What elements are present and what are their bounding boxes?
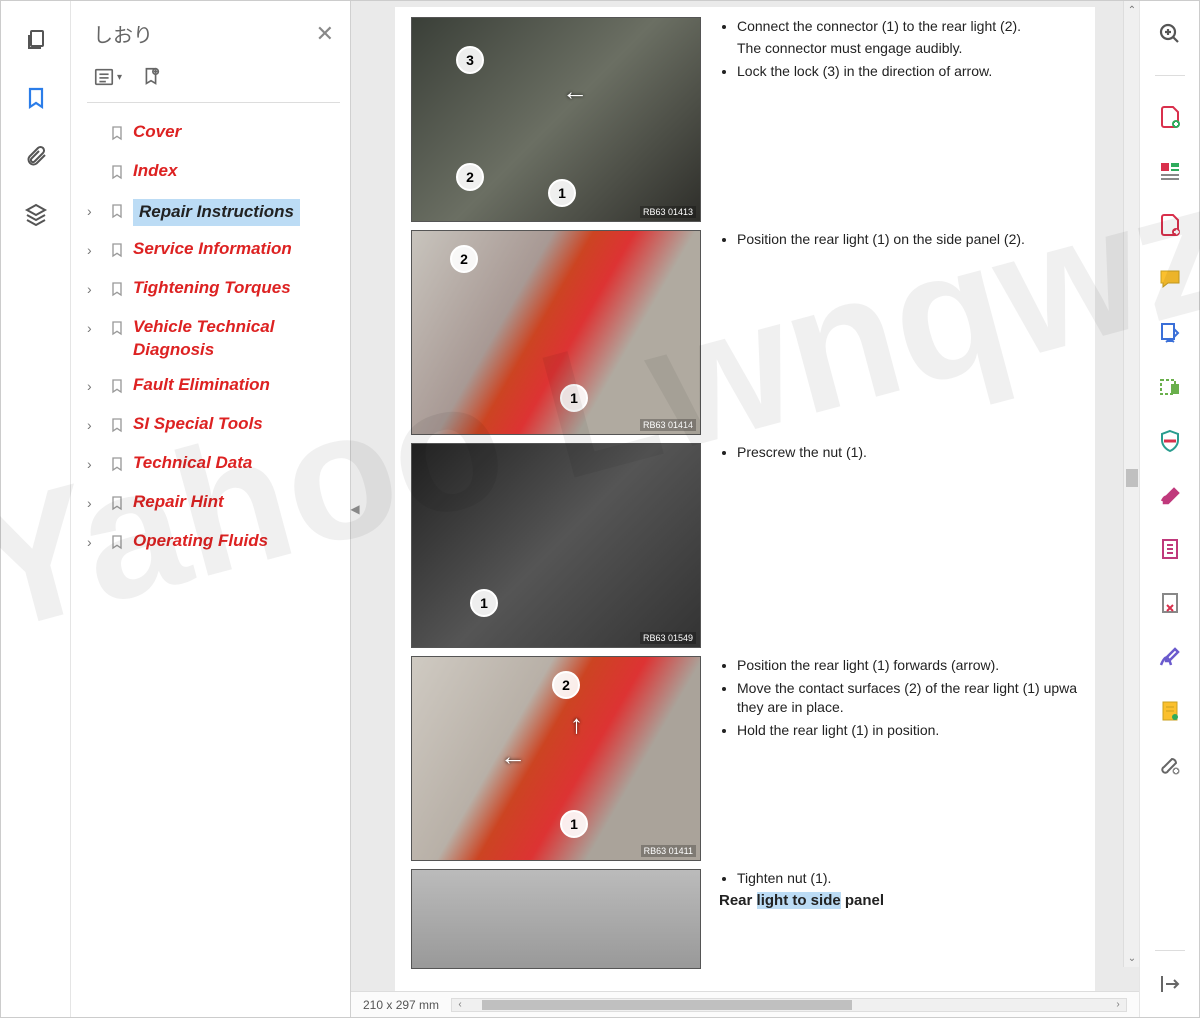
bookmark-list: ›Cover›Index›Repair Instructions›Service… bbox=[87, 115, 340, 563]
step-bullet: Prescrew the nut (1). bbox=[737, 443, 1079, 462]
bookmark-item[interactable]: › Technical Data bbox=[87, 446, 340, 485]
combine-icon[interactable] bbox=[1157, 158, 1183, 184]
expand-chevron-icon[interactable]: › bbox=[87, 530, 101, 550]
bookmark-icon bbox=[109, 530, 125, 557]
bookmark-item[interactable]: › Repair Hint bbox=[87, 485, 340, 524]
table-title: Rear light to side panel bbox=[719, 892, 1079, 909]
add-bookmark-button[interactable] bbox=[140, 66, 162, 88]
bookmark-icon bbox=[109, 413, 125, 440]
organize-icon[interactable] bbox=[1157, 320, 1183, 346]
document-page: 3 2 1 ← RB63 01413 Connect the connector… bbox=[395, 7, 1095, 991]
bookmarks-panel: しおり ✕ ▾ ›Cover›Index›Repair Instructions… bbox=[71, 1, 351, 1017]
vertical-scrollbar[interactable]: ⌃ ⌄ bbox=[1123, 1, 1139, 967]
step-image-5 bbox=[411, 869, 701, 969]
step-bullet: Lock the lock (3) in the direction of ar… bbox=[737, 62, 1079, 81]
export-pdf-icon[interactable] bbox=[1157, 212, 1183, 238]
comment-icon[interactable] bbox=[1157, 266, 1183, 292]
sign-icon[interactable] bbox=[1157, 644, 1183, 670]
right-tool-rail bbox=[1139, 1, 1199, 1017]
expand-chevron-icon[interactable]: › bbox=[87, 491, 101, 511]
step-image-3: 1 RB63 01549 bbox=[411, 443, 701, 648]
bookmark-icon bbox=[109, 160, 125, 187]
bookmark-item[interactable]: › Service Information bbox=[87, 232, 340, 271]
bookmark-label: SI Special Tools bbox=[133, 413, 263, 436]
bookmark-item[interactable]: › SI Special Tools bbox=[87, 407, 340, 446]
step-image-4: 2 1 ← ↑ RB63 01411 bbox=[411, 656, 701, 861]
page-size-label: 210 x 297 mm bbox=[363, 998, 439, 1012]
bookmark-label: Cover bbox=[133, 121, 181, 144]
panel-title: しおり bbox=[93, 19, 153, 48]
bookmarks-icon[interactable] bbox=[22, 84, 50, 112]
fill-sign-icon[interactable] bbox=[1157, 482, 1183, 508]
bookmark-item[interactable]: › Tightening Torques bbox=[87, 271, 340, 310]
delete-pages-icon[interactable] bbox=[1157, 590, 1183, 616]
pages-icon[interactable] bbox=[22, 26, 50, 54]
bookmark-item[interactable]: › Vehicle Technical Diagnosis bbox=[87, 310, 340, 368]
step-image-1: 3 2 1 ← RB63 01413 bbox=[411, 17, 701, 222]
bookmark-label: Repair Hint bbox=[133, 491, 224, 514]
bookmark-icon bbox=[109, 491, 125, 518]
image-ref-4: RB63 01411 bbox=[641, 845, 696, 857]
bookmark-label: Index bbox=[133, 160, 177, 183]
expand-tools-icon[interactable] bbox=[1157, 971, 1183, 997]
expand-chevron-icon[interactable]: › bbox=[87, 413, 101, 433]
bookmark-icon bbox=[109, 238, 125, 265]
bookmark-icon bbox=[109, 277, 125, 304]
expand-chevron-icon[interactable]: › bbox=[87, 277, 101, 297]
step-note: The connector must engage audibly. bbox=[737, 40, 1079, 56]
bookmark-item[interactable]: › Fault Elimination bbox=[87, 368, 340, 407]
horizontal-scroll-thumb[interactable] bbox=[482, 1000, 852, 1010]
image-ref-3: RB63 01549 bbox=[640, 632, 696, 644]
expand-chevron-icon[interactable]: › bbox=[87, 238, 101, 258]
bookmark-label: Fault Elimination bbox=[133, 374, 270, 397]
step-bullet: Connect the connector (1) to the rear li… bbox=[737, 17, 1079, 36]
step-bullet: Hold the rear light (1) in position. bbox=[737, 721, 1079, 740]
expand-chevron-icon[interactable]: › bbox=[87, 374, 101, 394]
bookmark-icon bbox=[109, 199, 125, 226]
bookmark-label: Tightening Torques bbox=[133, 277, 291, 300]
bookmark-label: Repair Instructions bbox=[133, 199, 300, 226]
step-bullet: Tighten nut (1). bbox=[737, 869, 1079, 888]
horizontal-scrollbar[interactable]: ‹ › bbox=[451, 998, 1127, 1012]
bookmark-item[interactable]: › Operating Fluids bbox=[87, 524, 340, 563]
create-pdf-icon[interactable] bbox=[1157, 104, 1183, 130]
step-bullet: Move the contact surfaces (2) of the rea… bbox=[737, 679, 1079, 717]
image-ref-2: RB63 01414 bbox=[640, 419, 696, 431]
bookmark-label: Service Information bbox=[133, 238, 292, 261]
layers-icon[interactable] bbox=[22, 200, 50, 228]
step-bullet: Position the rear light (1) on the side … bbox=[737, 230, 1079, 249]
expand-chevron-icon[interactable]: › bbox=[87, 452, 101, 472]
bookmark-icon bbox=[109, 374, 125, 401]
left-nav-rail bbox=[1, 1, 71, 1017]
bookmark-item[interactable]: ›Index bbox=[87, 154, 340, 193]
bookmark-label: Technical Data bbox=[133, 452, 252, 475]
bookmark-item[interactable]: › Repair Instructions bbox=[87, 193, 340, 232]
stamp-icon[interactable] bbox=[1157, 698, 1183, 724]
redact-icon[interactable] bbox=[1157, 374, 1183, 400]
bookmark-icon bbox=[109, 316, 125, 343]
bookmark-label: Vehicle Technical Diagnosis bbox=[133, 316, 336, 362]
image-ref-1: RB63 01413 bbox=[640, 206, 696, 218]
bookmark-label: Operating Fluids bbox=[133, 530, 268, 553]
status-bar: 210 x 297 mm ‹ › bbox=[351, 991, 1139, 1017]
zoom-icon[interactable] bbox=[1157, 21, 1183, 47]
step-bullet: Position the rear light (1) forwards (ar… bbox=[737, 656, 1079, 675]
bookmark-options-button[interactable]: ▾ bbox=[93, 66, 122, 88]
vertical-scroll-thumb[interactable] bbox=[1126, 469, 1138, 487]
document-area: ◀ ◀ 3 2 1 ← RB63 01413 Connect the conne… bbox=[351, 1, 1139, 1017]
expand-chevron-icon[interactable]: › bbox=[87, 199, 101, 219]
attachments-icon[interactable] bbox=[22, 142, 50, 170]
close-panel-button[interactable]: ✕ bbox=[316, 21, 334, 47]
expand-chevron-icon[interactable]: › bbox=[87, 316, 101, 336]
step-image-2: 2 1 RB63 01414 bbox=[411, 230, 701, 435]
more-tools-icon[interactable] bbox=[1157, 752, 1183, 778]
compress-icon[interactable] bbox=[1157, 536, 1183, 562]
bookmark-icon bbox=[109, 121, 125, 148]
protect-icon[interactable] bbox=[1157, 428, 1183, 454]
bookmark-icon bbox=[109, 452, 125, 479]
bookmark-item[interactable]: ›Cover bbox=[87, 115, 340, 154]
